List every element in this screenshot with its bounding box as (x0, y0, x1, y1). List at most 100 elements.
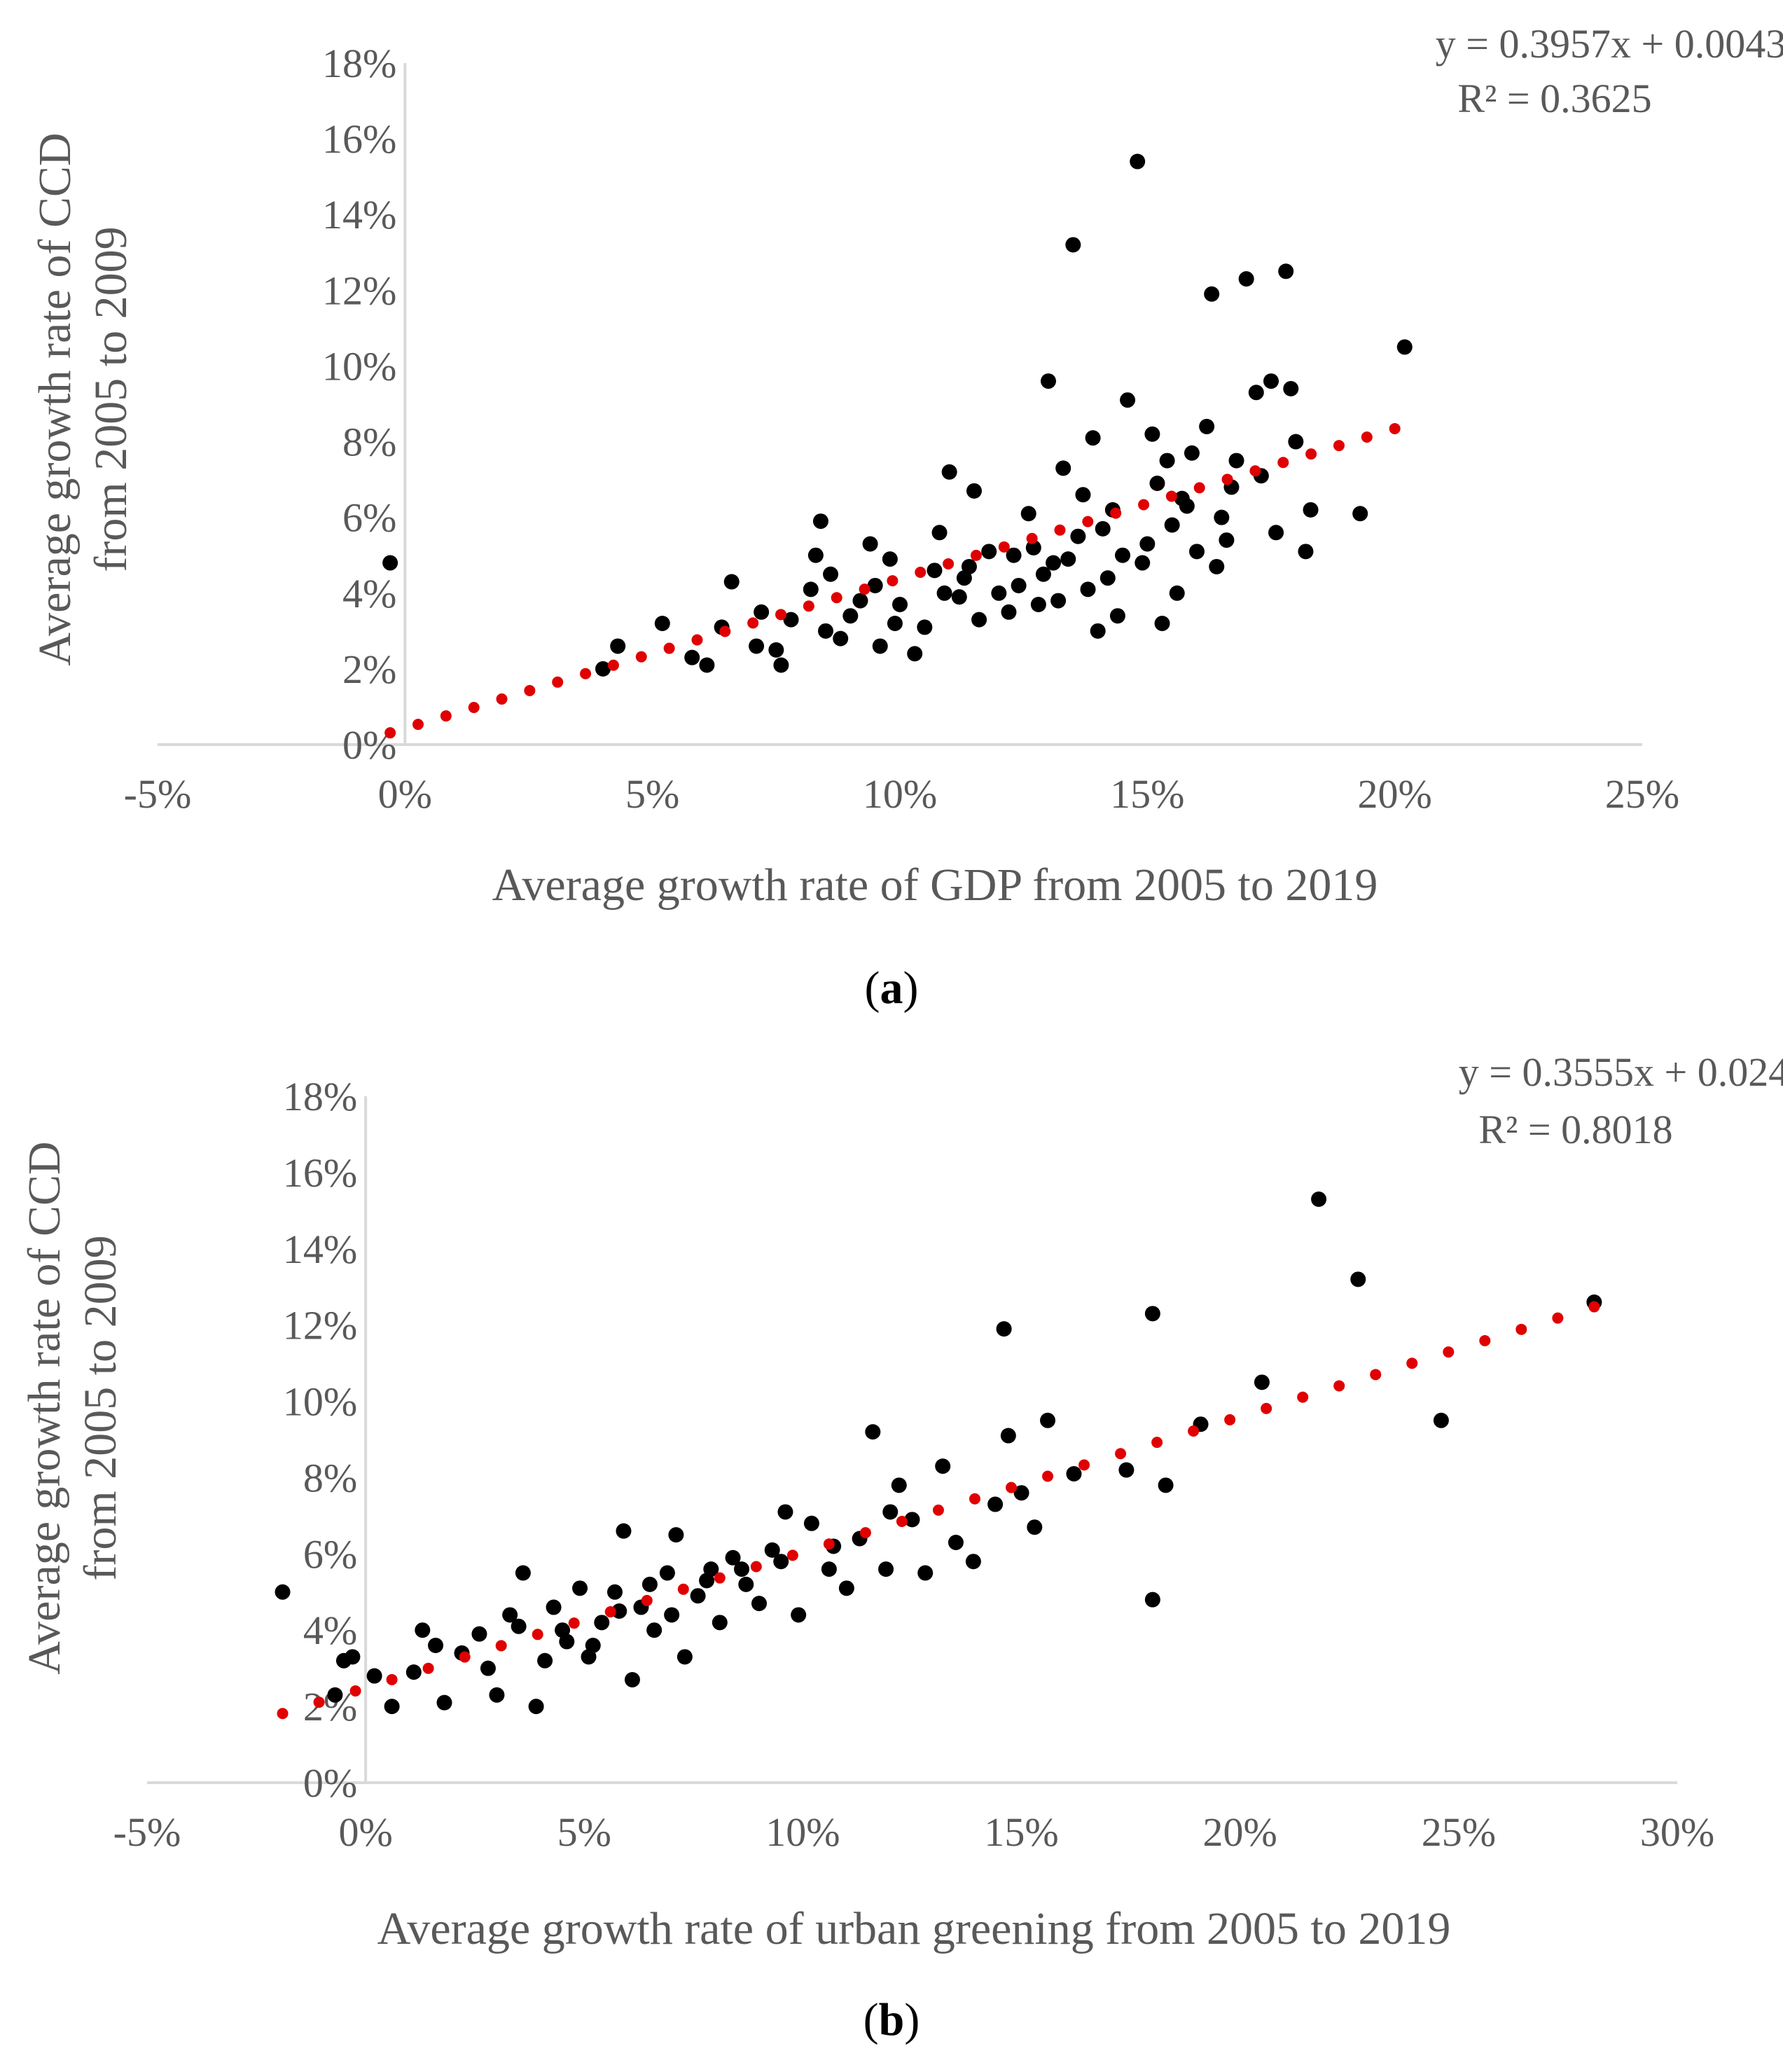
data-point (1184, 445, 1200, 461)
trendline-dot (495, 1640, 507, 1652)
data-point (1278, 263, 1294, 279)
data-point (345, 1649, 361, 1665)
data-point (382, 555, 398, 571)
data-point (1040, 1412, 1056, 1428)
data-point (1135, 555, 1151, 571)
data-point (754, 604, 770, 620)
data-point (489, 1687, 505, 1703)
trendline-dot (277, 1708, 289, 1720)
data-point (1118, 1462, 1135, 1478)
data-point (833, 630, 849, 647)
data-point (611, 1603, 627, 1619)
data-point (773, 1554, 789, 1570)
data-point (471, 1626, 487, 1642)
trendline-dot (1138, 499, 1150, 511)
trendline-dot (786, 1549, 798, 1561)
data-point (723, 574, 740, 590)
trendline-dot (1361, 431, 1373, 443)
trendline-dot (970, 549, 982, 561)
data-point (783, 612, 799, 628)
trendline-dot (1370, 1369, 1382, 1381)
data-point (1055, 460, 1071, 476)
data-point (616, 1523, 632, 1539)
data-point (823, 566, 839, 582)
data-point (1204, 286, 1220, 302)
y-tick-labels: 0%2%4%6%8%10%12%14%16%18% (322, 41, 396, 768)
data-point (1169, 585, 1185, 601)
trendline-dot (714, 1572, 726, 1584)
x-tick-label: 10% (765, 1809, 840, 1855)
trendline (277, 1301, 1600, 1720)
x-tick-label: -5% (124, 771, 192, 817)
trendline-dot (1249, 465, 1261, 477)
trendline-dot (1026, 532, 1038, 544)
data-point (1090, 623, 1106, 639)
data-point (1001, 604, 1017, 620)
x-tick-labels: -5% 0% 5% 10% 15% 20% 25% 30% (113, 1809, 1714, 1855)
data-point (641, 1576, 658, 1592)
trendline-dot (580, 668, 592, 679)
data-point (1109, 608, 1125, 624)
x-tick-label: 15% (1110, 771, 1184, 817)
trendline-dot (691, 634, 703, 646)
trendline-dot (1277, 457, 1289, 469)
data-point (961, 558, 977, 574)
trendline-dot (1305, 448, 1317, 460)
data-point (1011, 577, 1027, 593)
data-point (867, 577, 883, 593)
data-point (659, 1565, 675, 1581)
scatter-chart-urban-greening: 0%2%4%6%8%10%12%14%16%18% -5% 0% 5% 10% 15% 2… (19, 1049, 1783, 2045)
y-tick-label: 14% (283, 1227, 357, 1272)
x-tick-labels: -5% 0% 5% 10% 15% 20% 25% (124, 771, 1679, 817)
data-point (1164, 517, 1180, 533)
data-point (892, 596, 908, 612)
y-tick-label: 16% (322, 116, 396, 162)
data-point (1209, 558, 1225, 574)
r-squared-label: R² = 0.8018 (1478, 1107, 1672, 1152)
y-axis-title-line-1: Average growth rate of CCD (29, 132, 81, 665)
data-point (1070, 528, 1086, 544)
data-point (1158, 1477, 1174, 1493)
data-point (1013, 1485, 1029, 1501)
data-point (1219, 532, 1235, 548)
trendline-dot (1333, 440, 1345, 452)
data-point (872, 638, 888, 654)
data-point (991, 585, 1007, 601)
y-tick-label: 16% (283, 1150, 357, 1196)
trendline-dot (1042, 1470, 1054, 1482)
trendline-dot (750, 1561, 762, 1573)
data-point (1159, 453, 1175, 469)
trendline-dot (552, 676, 564, 688)
data-point (595, 661, 611, 677)
trendline-dot (349, 1685, 361, 1697)
chart-panel-a: 0% 2% 4% 6% 8% 10% 12% 14% 16% 18% -5% 0% 5% 10% 15% 2… (0, 0, 1783, 1023)
data-point (699, 657, 715, 673)
trendline-dot (1082, 516, 1094, 527)
data-point (1144, 1591, 1160, 1608)
trendline-dot (468, 701, 480, 713)
y-tick-label: 18% (283, 1074, 357, 1119)
panel-letter: b (879, 1994, 905, 2045)
trendline-dot (859, 1527, 871, 1539)
trendline-dot (1006, 1482, 1018, 1493)
data-point (935, 1458, 951, 1474)
data-point (624, 1672, 640, 1687)
trendline-dot (887, 575, 899, 587)
data-point (887, 616, 903, 632)
data-point (878, 1561, 894, 1577)
data-point (931, 525, 948, 541)
data-point (511, 1618, 527, 1634)
data-point (852, 593, 868, 609)
y-tick-label: 4% (342, 571, 396, 616)
x-tick-label: 10% (863, 771, 937, 817)
data-point (803, 1515, 819, 1531)
x-tick-label: 5% (557, 1809, 611, 1855)
trendline-dot (568, 1617, 580, 1629)
trendline-dot (803, 600, 814, 612)
trendline-dot (823, 1538, 835, 1550)
trendline-dot (1515, 1323, 1527, 1335)
data-point (275, 1584, 291, 1600)
trendline-dot (386, 1673, 398, 1685)
data-point (1174, 490, 1190, 506)
trendline-dot (604, 1606, 616, 1618)
